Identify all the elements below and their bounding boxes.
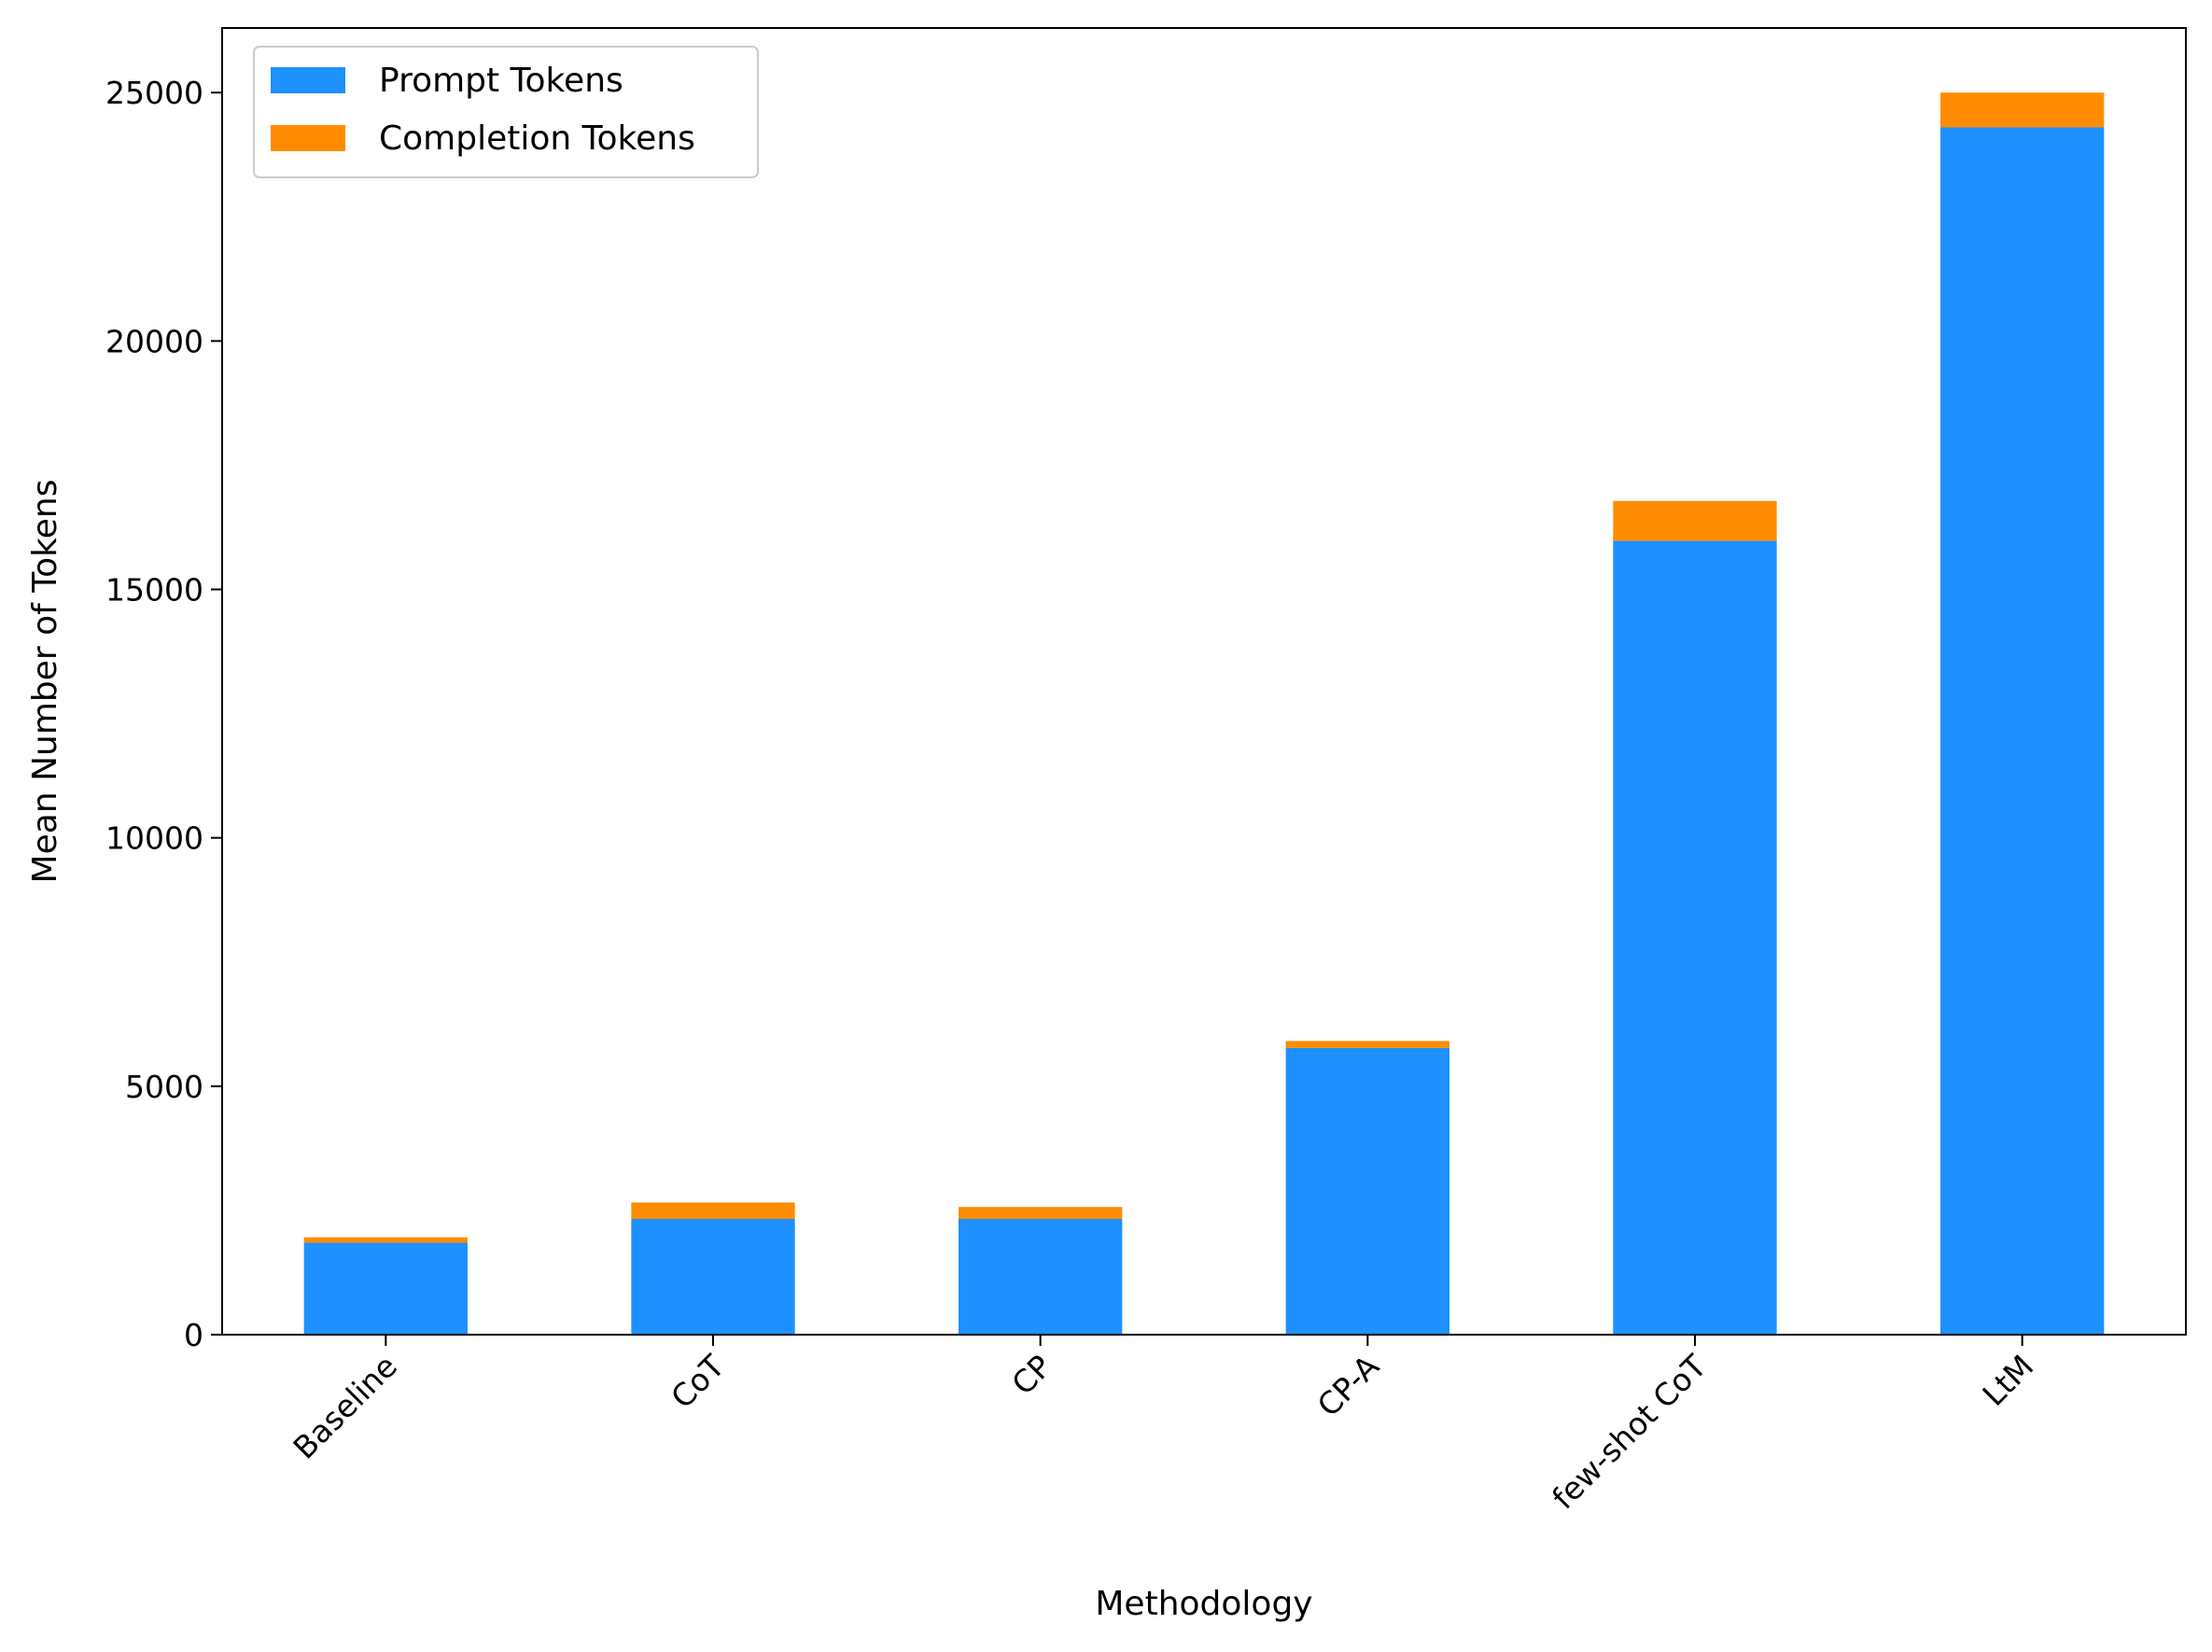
legend-box — [253, 46, 759, 178]
bar-prompt-cp — [959, 1218, 1123, 1335]
y-tick-label: 10000 — [105, 820, 203, 857]
y-tick-label: 0 — [184, 1317, 203, 1353]
y-tick-label: 20000 — [105, 323, 203, 359]
y-axis-label: Mean Number of Tokens — [26, 480, 64, 884]
bar-completion-few-shot-cot — [1613, 500, 1777, 541]
bar-prompt-few-shot-cot — [1613, 540, 1777, 1335]
plot-frame — [221, 27, 2187, 1336]
bars-layer — [303, 92, 2105, 1336]
y-tick-label: 25000 — [105, 75, 203, 111]
bar-prompt-baseline — [303, 1242, 468, 1335]
bar-prompt-ltm — [1940, 127, 2105, 1336]
legend-swatch-prompt — [271, 67, 345, 93]
bar-prompt-cot — [631, 1218, 795, 1335]
y-tick-label: 15000 — [105, 572, 203, 609]
bar-prompt-cp-a — [1285, 1047, 1449, 1335]
bar-completion-cot — [631, 1202, 795, 1219]
bar-completion-baseline — [303, 1237, 468, 1243]
bar-completion-ltm — [1940, 92, 2105, 128]
y-tick-label: 5000 — [125, 1069, 203, 1105]
y-axis: 0 5000 10000 15000 20000 25000 — [105, 75, 222, 1353]
x-axis-label: Methodology — [1095, 1585, 1312, 1623]
legend-label-completion: Completion Tokens — [379, 119, 695, 158]
legend-label-prompt: Prompt Tokens — [379, 62, 623, 100]
bar-completion-cp — [959, 1207, 1123, 1219]
legend-swatch-completion — [271, 125, 345, 151]
bar-completion-cp-a — [1285, 1041, 1449, 1048]
legend: Prompt Tokens Completion Tokens — [253, 46, 759, 178]
